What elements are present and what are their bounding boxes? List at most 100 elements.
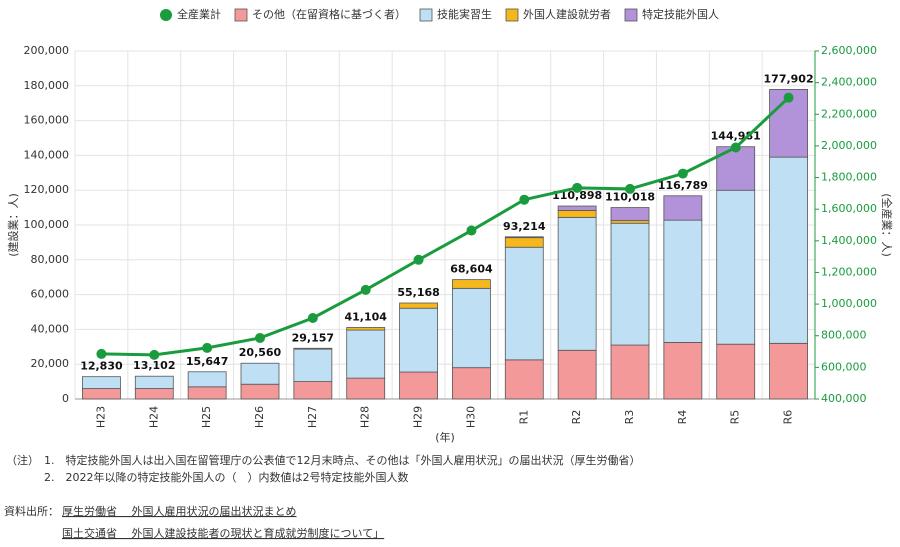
total-label: 93,214 — [503, 220, 546, 233]
bar-segment — [769, 156, 808, 344]
y2-tick-label: 800,000 — [821, 329, 867, 342]
bar-segment — [769, 342, 808, 400]
y-axis-title: (建設業：人) — [6, 193, 20, 257]
bar-segment — [504, 236, 544, 239]
total-label: 110,898 — [552, 189, 602, 202]
bar-segment — [610, 222, 650, 346]
bar-segment — [557, 205, 597, 211]
x-tick-label: R5 — [729, 410, 742, 425]
bar-segment — [610, 207, 650, 222]
line-point — [572, 182, 583, 193]
x-tick-label: H29 — [412, 406, 425, 428]
line-point — [202, 342, 213, 353]
y-tick-label: 40,000 — [31, 322, 70, 335]
line-point — [730, 142, 741, 153]
note-label: （注） — [6, 453, 39, 467]
x-tick-label: H24 — [147, 406, 160, 428]
bar-segment — [610, 344, 650, 400]
legend-swatch — [419, 8, 433, 22]
bar-segment — [452, 287, 491, 369]
legend-swatch — [234, 8, 248, 22]
source: 国土交通省 外国人建設技能者の現状と育成就労制度について」 — [62, 526, 384, 540]
bar-segment — [187, 371, 227, 388]
legend-label: 特定技能外国人 — [642, 7, 719, 21]
total-label: 68,604 — [450, 263, 493, 276]
bar-segment — [82, 376, 121, 389]
y2-tick-label: 2,000,000 — [821, 139, 877, 152]
total-label: 110,018 — [605, 191, 655, 204]
y2-tick-label: 1,600,000 — [821, 202, 877, 215]
y2-tick-label: 1,000,000 — [821, 297, 877, 310]
line-point — [360, 284, 371, 295]
x-tick-label: H28 — [359, 406, 372, 428]
line — [101, 96, 790, 357]
legend-label: 外国人建設就労者 — [523, 7, 611, 21]
line-point — [307, 313, 318, 324]
bar-segment — [346, 329, 386, 379]
x-tick-label: R4 — [676, 410, 689, 425]
bar-segment — [452, 367, 491, 400]
line-point — [255, 332, 265, 343]
x-tick-label: H27 — [306, 406, 319, 428]
bar-segment — [134, 375, 174, 389]
line-point — [466, 225, 477, 236]
bar-segment — [346, 377, 386, 400]
bar-segment — [504, 246, 544, 361]
bar-segment — [504, 237, 544, 248]
bar-segment — [293, 347, 333, 350]
x-tick-label: H23 — [94, 406, 107, 428]
bar-segment — [663, 219, 703, 343]
total-label: 55,168 — [397, 286, 439, 299]
y-tick-label: 100,000 — [24, 218, 70, 231]
bar-segment — [240, 383, 280, 400]
legend-label: 技能実習生 — [437, 7, 492, 21]
y-tick-label: 140,000 — [24, 148, 70, 161]
line-point — [677, 168, 688, 179]
bar-segment — [716, 343, 756, 400]
y2-tick-label: 400,000 — [821, 392, 867, 405]
legend-swatch — [160, 9, 172, 21]
x-tick-label: R2 — [570, 410, 583, 425]
y-tick-label: 160,000 — [24, 114, 70, 127]
total-label: 12,830 — [80, 360, 123, 373]
total-label: 144,981 — [711, 130, 761, 143]
line-point — [413, 254, 424, 265]
bar-segment — [452, 279, 491, 289]
bar-segment — [557, 349, 597, 400]
total-label: 116,789 — [658, 179, 708, 192]
y-tick-label: 120,000 — [24, 183, 70, 196]
bar-segment — [293, 381, 333, 400]
y2-tick-label: 600,000 — [821, 360, 867, 373]
y-tick-label: 200,000 — [24, 44, 70, 57]
bar-segment — [399, 302, 438, 309]
y-tick-label: 80,000 — [31, 253, 70, 266]
total-label: 177,902 — [764, 72, 814, 85]
y2-axis-title: (全産業：人) — [880, 193, 894, 257]
x-tick-label: R6 — [782, 410, 795, 425]
total-label: 15,647 — [186, 355, 228, 368]
legend-swatch — [505, 8, 519, 22]
bar-segment — [240, 362, 280, 385]
legend-label: その他（在留資格に基づく者） — [252, 7, 406, 21]
bar-segment — [399, 371, 438, 400]
bar-segment — [134, 388, 174, 400]
x-tick-label: H30 — [464, 406, 477, 428]
bar-segment — [663, 195, 703, 221]
line-point — [96, 348, 107, 359]
bar-segment — [293, 348, 333, 382]
y2-tick-label: 2,200,000 — [821, 107, 877, 120]
total-label: 41,104 — [344, 310, 387, 323]
bar-segment — [557, 209, 597, 218]
line-point — [783, 92, 794, 103]
bar-segment — [82, 388, 121, 400]
y-tick-label: 60,000 — [31, 288, 70, 301]
y2-tick-label: 1,400,000 — [821, 234, 877, 247]
bar-segment — [716, 189, 756, 345]
bar-segment — [557, 216, 597, 351]
y2-tick-label: 1,200,000 — [821, 265, 877, 278]
total-label: 29,157 — [292, 331, 334, 344]
y2-tick-label: 2,400,000 — [821, 76, 877, 89]
bar-segment — [187, 386, 227, 400]
total-label: 13,102 — [133, 359, 175, 372]
